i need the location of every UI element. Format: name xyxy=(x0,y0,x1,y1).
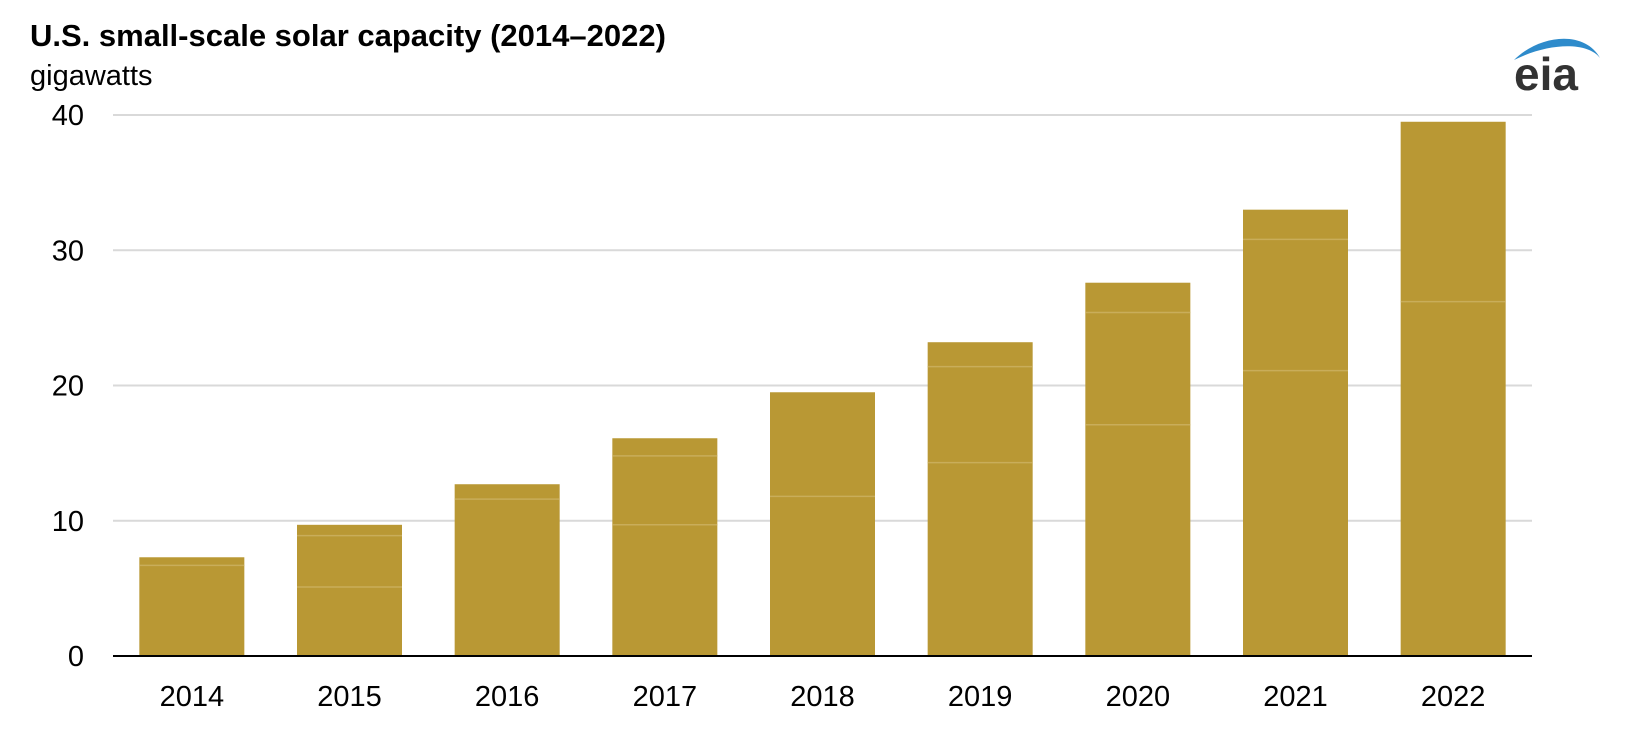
tick-labels: 0 10 20 30 40 2014 2015 2016 2017 2018 2019 2020 202… xyxy=(52,100,1486,713)
eia-logo-arc-icon xyxy=(1514,38,1600,60)
x-tick-label: 2016 xyxy=(475,681,540,713)
x-tick-label: 2017 xyxy=(633,681,698,713)
x-tick-label: 2021 xyxy=(1263,681,1328,713)
bar-2014 xyxy=(139,557,245,656)
bar-2019 xyxy=(927,342,1033,656)
chart-subtitle: gigawatts xyxy=(30,60,153,92)
bar-2015 xyxy=(297,524,402,656)
bars xyxy=(139,121,1506,657)
bar-2018 xyxy=(770,392,875,656)
eia-logo-text: eia xyxy=(1514,48,1578,100)
chart-title: U.S. small-scale solar capacity (2014–20… xyxy=(30,18,666,53)
eia-logo: eia xyxy=(1514,38,1600,100)
x-tick-label: 2022 xyxy=(1421,681,1486,713)
y-tick-label: 20 xyxy=(52,371,84,403)
x-tick-label: 2019 xyxy=(948,681,1013,713)
bar-2020 xyxy=(1085,282,1191,656)
bar-2017 xyxy=(612,438,718,656)
x-tick-label: 2015 xyxy=(317,681,382,713)
y-tick-label: 40 xyxy=(52,100,84,132)
bar-2022 xyxy=(1400,121,1506,656)
y-tick-label: 30 xyxy=(52,235,84,267)
y-tick-label: 10 xyxy=(52,506,84,538)
bar-2016 xyxy=(454,484,560,656)
x-tick-label: 2014 xyxy=(160,681,225,713)
x-tick-label: 2018 xyxy=(790,681,855,713)
x-tick-label: 2020 xyxy=(1106,681,1171,713)
y-tick-label: 0 xyxy=(68,641,84,673)
bar-2021 xyxy=(1243,209,1348,657)
